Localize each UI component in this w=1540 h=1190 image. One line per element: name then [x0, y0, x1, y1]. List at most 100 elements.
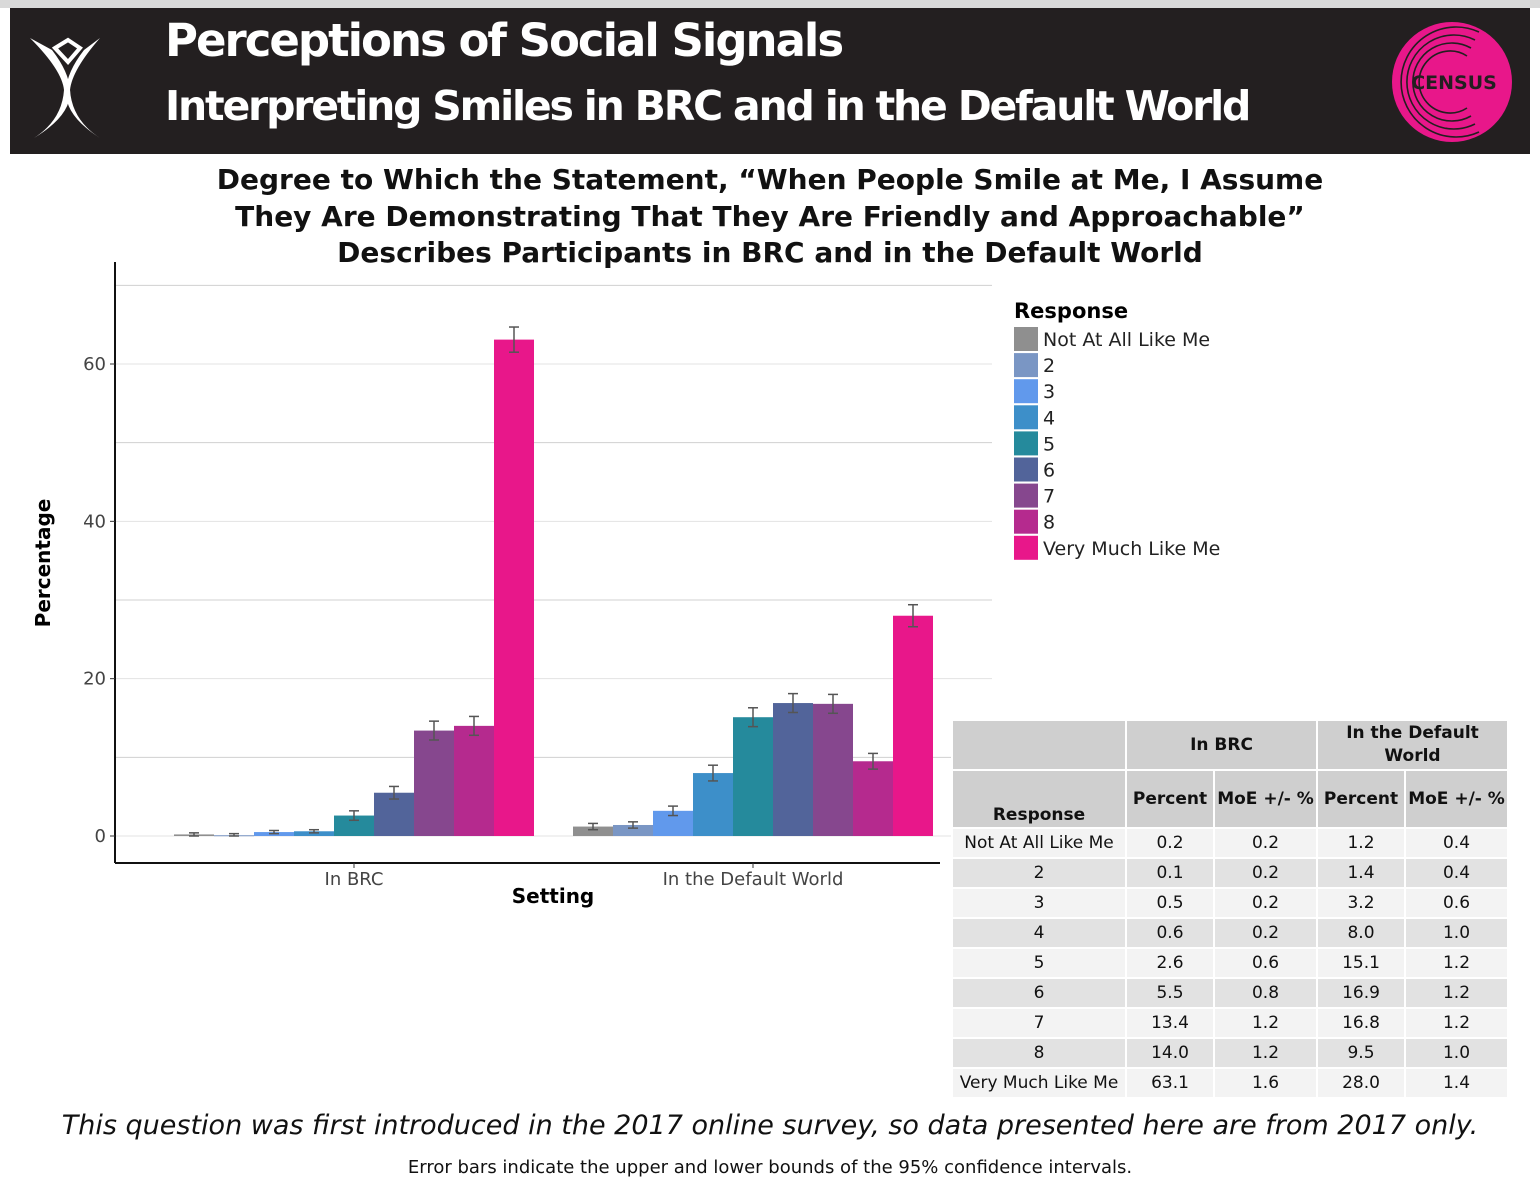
- table-cell: 3.2: [1316, 887, 1406, 919]
- col-header-brc-percent: Percent: [1125, 769, 1215, 829]
- table-cell: 1.4: [1404, 1067, 1509, 1099]
- table-row: 7 13.4 1.2 16.8 1.2: [951, 1007, 1509, 1039]
- bar: [414, 730, 454, 836]
- table-cell: 2.6: [1125, 947, 1215, 979]
- legend-swatch: [1014, 405, 1038, 430]
- y-axis-label: Percentage: [31, 499, 55, 628]
- header-title: Perceptions of Social Signals: [165, 14, 844, 67]
- table-row: 2 0.1 0.2 1.4 0.4: [951, 857, 1509, 889]
- x-axis-label: Setting: [512, 884, 595, 908]
- col-header-response: Response: [951, 769, 1127, 829]
- legend-swatch: [1014, 535, 1038, 560]
- census-logo: CENSUS: [1392, 22, 1512, 142]
- table-cell: 1.2: [1316, 827, 1406, 859]
- x-tick-label: In BRC: [325, 869, 384, 890]
- bar: [893, 615, 933, 836]
- table-cell: 0.2: [1213, 857, 1318, 889]
- table-cell: 4: [951, 917, 1127, 949]
- table-cell: 9.5: [1316, 1037, 1406, 1069]
- legend-label: Very Much Like Me: [1043, 538, 1220, 560]
- survey-note: This question was first introduced in th…: [61, 1110, 1479, 1141]
- table-cell: 15.1: [1316, 947, 1406, 979]
- table-corner: [951, 719, 1127, 771]
- table-cell: 14.0: [1125, 1037, 1215, 1069]
- table-cell: 1.2: [1404, 977, 1509, 1009]
- table-cell: 1.0: [1404, 1037, 1509, 1069]
- table-row: 8 14.0 1.2 9.5 1.0: [951, 1037, 1509, 1069]
- legend-label: 6: [1043, 460, 1055, 482]
- table-cell: 8: [951, 1037, 1127, 1069]
- table-cell: 1.6: [1213, 1067, 1318, 1099]
- chart-title: Degree to Which the Statement, “When Peo…: [216, 163, 1324, 269]
- table-cell: 0.1: [1125, 857, 1215, 889]
- table-cell: 1.2: [1213, 1037, 1318, 1069]
- table-cell: 0.8: [1213, 977, 1318, 1009]
- table-cell: 3: [951, 887, 1127, 919]
- table-row: 3 0.5 0.2 3.2 0.6: [951, 887, 1509, 919]
- table-cell: 0.4: [1404, 857, 1509, 889]
- y-tick-label: 40: [83, 511, 106, 532]
- census-logo-text: CENSUS: [1411, 72, 1497, 94]
- legend-label: Not At All Like Me: [1043, 329, 1210, 351]
- table-cell: 6: [951, 977, 1127, 1009]
- legend-title: Response: [1014, 299, 1128, 323]
- table-cell: Not At All Like Me: [951, 827, 1127, 859]
- bar: [693, 773, 733, 836]
- human-figure-logo-icon: [30, 37, 100, 138]
- table-cell: 2: [951, 857, 1127, 889]
- legend-label: 8: [1043, 512, 1055, 534]
- table-row: 4 0.6 0.2 8.0 1.0: [951, 917, 1509, 949]
- group-header-default-world: In the Default World: [1316, 719, 1509, 771]
- legend-swatch: [1014, 483, 1038, 508]
- table-cell: 13.4: [1125, 1007, 1215, 1039]
- col-header-dw-percent: Percent: [1316, 769, 1406, 829]
- table-cell: 1.0: [1404, 917, 1509, 949]
- table-cell: 0.5: [1125, 887, 1215, 919]
- header-subtitle: Interpreting Smiles in BRC and in the De…: [165, 82, 1251, 130]
- table-cell: Very Much Like Me: [951, 1067, 1127, 1099]
- legend-label: 7: [1043, 486, 1055, 508]
- legend-swatch: [1014, 353, 1038, 378]
- table-cell: 7: [951, 1007, 1127, 1039]
- bar: [494, 339, 534, 836]
- legend-swatch: [1014, 327, 1038, 351]
- legend-label: 5: [1043, 433, 1055, 455]
- bar: [454, 725, 494, 836]
- legend-swatch: [1014, 379, 1038, 404]
- table-cell: 1.4: [1316, 857, 1406, 889]
- table-cell: 28.0: [1316, 1067, 1406, 1099]
- legend-label: 2: [1043, 355, 1055, 377]
- table-cell: 8.0: [1316, 917, 1406, 949]
- bar: [813, 703, 853, 836]
- table-cell: 0.2: [1213, 887, 1318, 919]
- table-cell: 63.1: [1125, 1067, 1215, 1099]
- bar: [853, 761, 893, 836]
- table-cell: 0.4: [1404, 827, 1509, 859]
- table-cell: 1.2: [1404, 947, 1509, 979]
- table-cell: 0.6: [1125, 917, 1215, 949]
- y-tick-label: 60: [83, 354, 106, 375]
- table-cell: 5.5: [1125, 977, 1215, 1009]
- table-row: 5 2.6 0.6 15.1 1.2: [951, 947, 1509, 979]
- table-cell: 16.8: [1316, 1007, 1406, 1039]
- bar: [773, 703, 813, 836]
- group-header-default-world-text: In the Default World: [1346, 723, 1479, 766]
- table-cell: 0.6: [1404, 887, 1509, 919]
- table-cell: 1.2: [1213, 1007, 1318, 1039]
- bar: [374, 792, 414, 836]
- col-header-dw-moe: MoE +/- %: [1404, 769, 1509, 829]
- table-cell: 0.2: [1125, 827, 1215, 859]
- legend-label: 3: [1043, 381, 1055, 403]
- table-row: Not At All Like Me 0.2 0.2 1.2 0.4: [951, 827, 1509, 859]
- table-cell: 0.2: [1213, 827, 1318, 859]
- legend-label: 4: [1043, 407, 1055, 429]
- error-bar-note: Error bars indicate the upper and lower …: [407, 1157, 1133, 1178]
- data-table: In BRC In the Default World Response Per…: [951, 719, 1509, 1099]
- table-cell: 0.2: [1213, 917, 1318, 949]
- table-cell: 16.9: [1316, 977, 1406, 1009]
- top-strip: [0, 0, 1540, 8]
- bar: [573, 826, 613, 836]
- legend-swatch: [1014, 509, 1038, 534]
- y-tick-label: 20: [83, 669, 106, 690]
- col-header-brc-moe: MoE +/- %: [1213, 769, 1318, 829]
